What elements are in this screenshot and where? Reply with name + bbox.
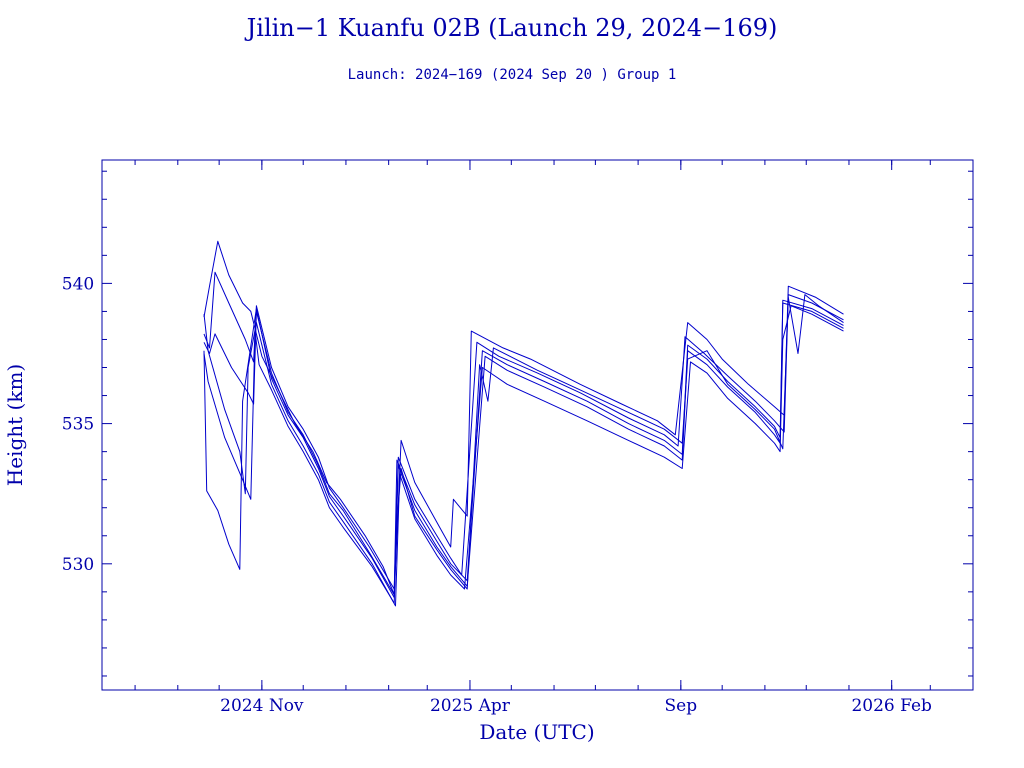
series-line-3 (203, 299, 844, 596)
chart-title: Jilin−1 Kuanfu 02B (Launch 29, 2024−169) (246, 14, 778, 42)
x-tick-label: 2026 Feb (851, 696, 932, 716)
x-tick-label: Sep (665, 696, 698, 716)
y-tick-label: 535 (62, 415, 94, 435)
plot-frame (101, 159, 974, 691)
x-axis-label: Date (UTC) (479, 720, 594, 744)
series-line-4 (203, 302, 844, 598)
series-line-5 (203, 305, 844, 607)
series-group (203, 240, 844, 607)
chart-subtitle: Launch: 2024−169 (2024 Sep 20 ) Group 1 (347, 67, 677, 83)
x-tick-label: 2024 Nov (220, 696, 304, 716)
x-tick-label: 2025 Apr (430, 696, 511, 716)
y-tick-label: 530 (62, 555, 94, 575)
y-axis-label: Height (km) (3, 364, 27, 486)
series-line-1 (203, 240, 844, 596)
series-line-6 (203, 294, 844, 604)
y-tick-label: 540 (62, 274, 94, 294)
ticks: 530 535 540 2024 Nov 2025 Apr Sep 2026 Feb (62, 160, 974, 716)
